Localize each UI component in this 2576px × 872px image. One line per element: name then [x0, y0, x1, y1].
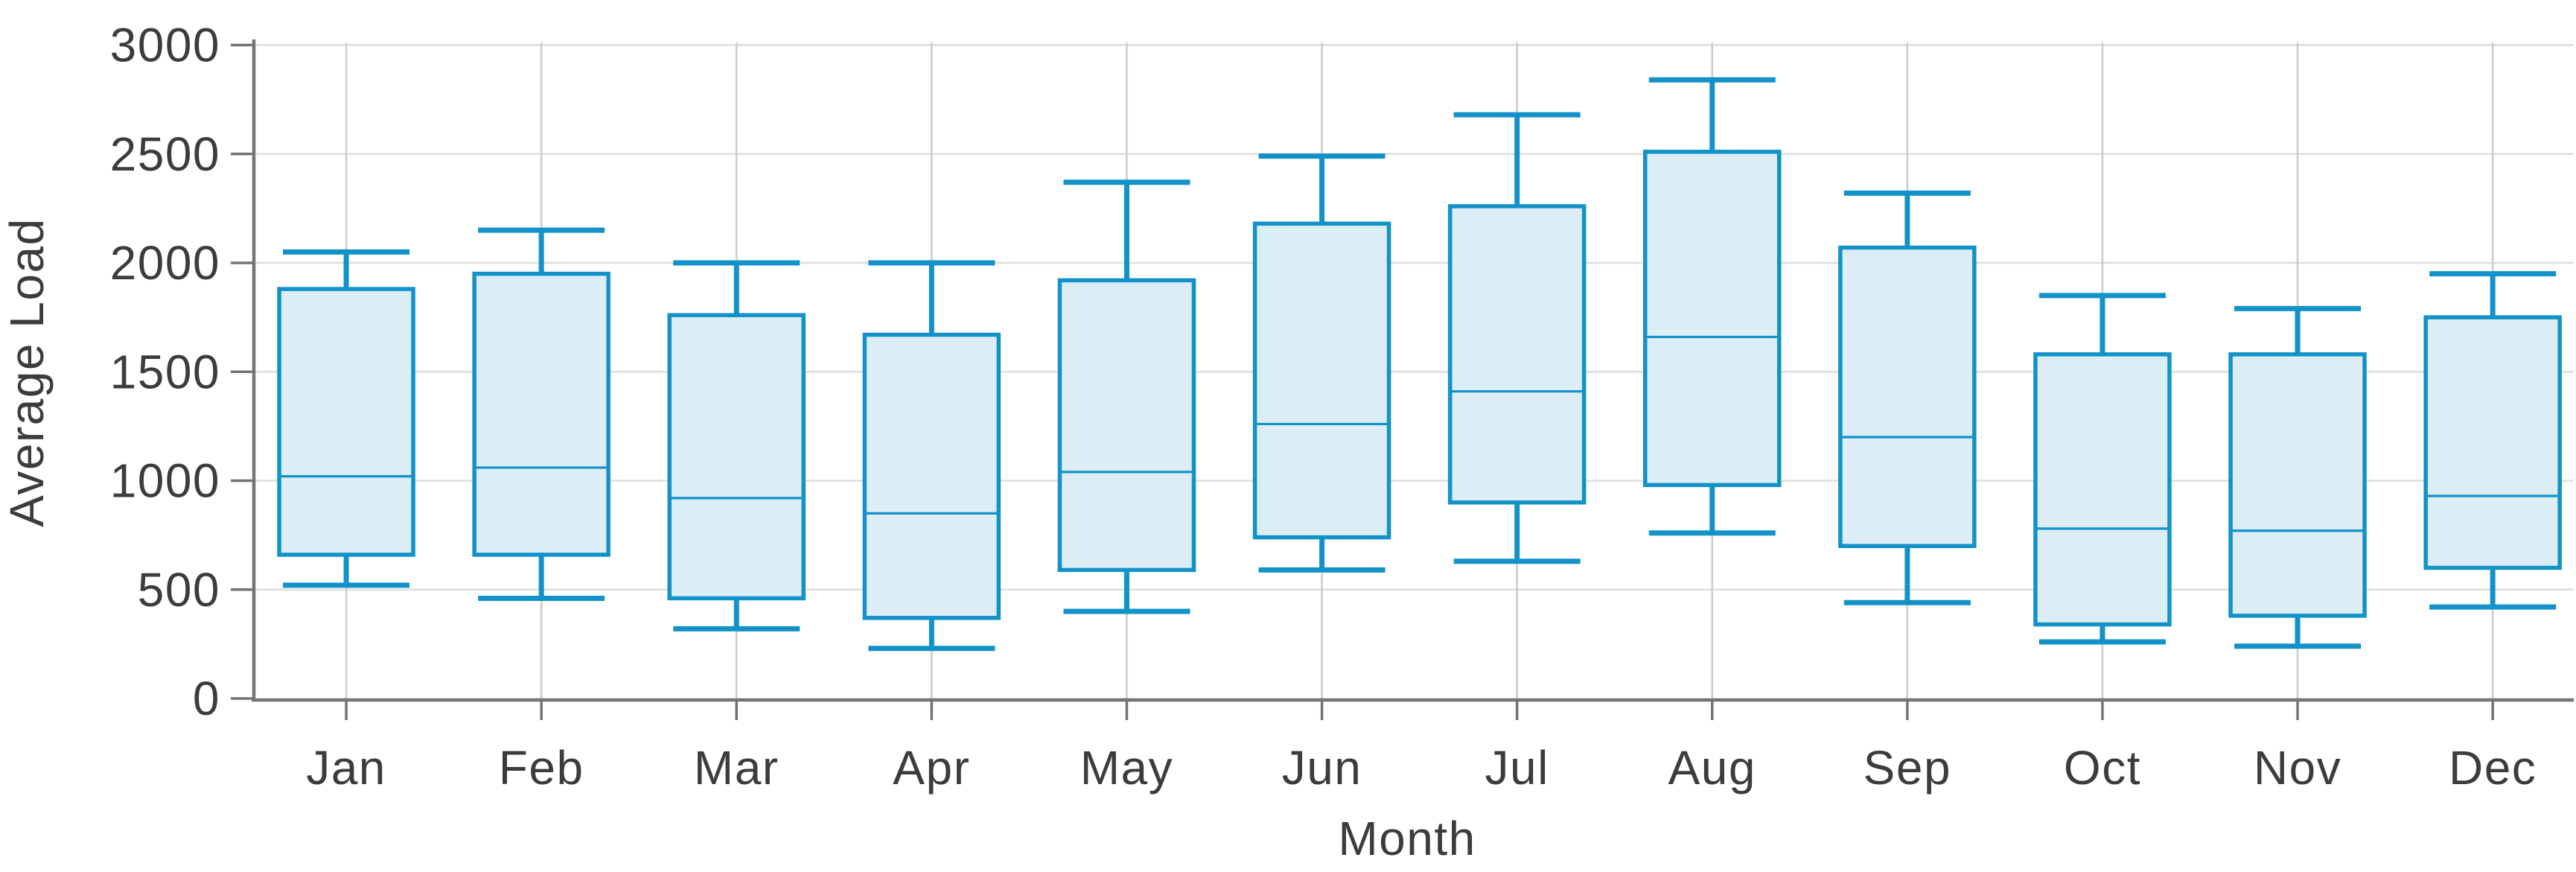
- iqr-box-Nov: [2228, 352, 2367, 618]
- iqr-box-Sep: [1838, 245, 1977, 548]
- iqr-box-Mar: [667, 313, 806, 601]
- box-plot-Nov: [2228, 305, 2367, 649]
- iqr-box-Apr: [862, 332, 1001, 620]
- y-tick-label-1500: 1500: [110, 345, 220, 398]
- y-tick-label-1000: 1000: [110, 454, 220, 508]
- x-tick-label-Aug: Aug: [1668, 741, 1756, 795]
- y-tick-label-2500: 2500: [110, 127, 220, 181]
- box-plot-Jun: [1252, 153, 1391, 573]
- box-plot-Jul: [1447, 112, 1587, 564]
- x-tick-label-Mar: Mar: [694, 741, 780, 795]
- x-axis-tick-labels: Jan Feb Mar Apr May Jun Jul Aug Sep Oct Nov Dec: [306, 741, 2537, 795]
- box-plot-Apr: [862, 260, 1001, 652]
- box-plot-Oct: [2033, 293, 2172, 645]
- horizontal-gridlines: [255, 44, 2574, 591]
- x-tick-label-Apr: Apr: [893, 741, 970, 795]
- x-tick-label-May: May: [1080, 741, 1173, 795]
- y-tick-label-500: 500: [138, 563, 220, 617]
- box-plot-Dec: [2423, 271, 2562, 610]
- box-plot-Mar: [667, 260, 806, 631]
- iqr-box-Jun: [1252, 221, 1391, 540]
- x-tick-label-Jun: Jun: [1282, 741, 1362, 795]
- box-plot-Jan: [277, 249, 415, 588]
- x-tick-label-Nov: Nov: [2254, 741, 2341, 795]
- x-tick-label-Feb: Feb: [499, 741, 584, 795]
- iqr-box-Oct: [2033, 352, 2172, 627]
- x-tick-label-Dec: Dec: [2449, 741, 2537, 795]
- y-axis-title: Average Load: [0, 217, 54, 526]
- box-series: [277, 77, 2562, 652]
- box-plot-Feb: [472, 227, 610, 601]
- box-plot-Aug: [1643, 77, 1782, 536]
- x-axis-title: Month: [1338, 812, 1476, 865]
- box-plot-May: [1057, 179, 1196, 614]
- iqr-box-Aug: [1643, 150, 1782, 488]
- box-plot-Sep: [1838, 190, 1977, 605]
- iqr-box-Jan: [277, 287, 415, 557]
- y-axis-tick-labels: 0 500 1000 1500 2000 2500 3000: [110, 19, 220, 726]
- x-tick-label-Sep: Sep: [1864, 741, 1951, 795]
- iqr-box-Feb: [472, 271, 610, 557]
- iqr-box-May: [1057, 278, 1196, 573]
- iqr-box-Jul: [1447, 204, 1587, 505]
- x-tick-label-Jan: Jan: [306, 741, 386, 795]
- x-tick-label-Jul: Jul: [1485, 741, 1549, 795]
- y-tick-label-2000: 2000: [110, 236, 220, 290]
- y-tick-label-3000: 3000: [110, 19, 220, 72]
- y-tick-label-0: 0: [193, 672, 220, 725]
- iqr-box-Dec: [2423, 315, 2562, 570]
- x-axis-tick-marks: [345, 700, 2494, 720]
- x-tick-label-Oct: Oct: [2064, 741, 2141, 795]
- y-axis-tick-marks: [231, 43, 254, 700]
